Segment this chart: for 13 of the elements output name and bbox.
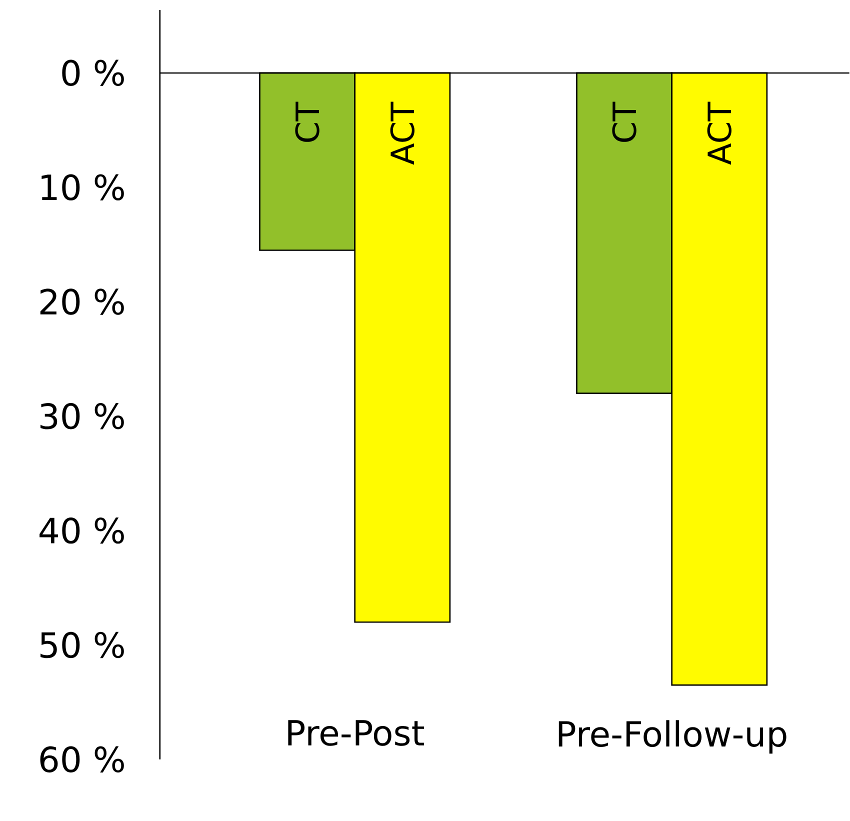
y-tick-label: 0 %: [62, 60, 124, 86]
x-tick-label: Pre-Follow-up: [558, 720, 786, 754]
y-tick-label: 30 %: [40, 402, 124, 430]
y-tick-label: 60 %: [40, 746, 124, 772]
y-tick-label: 10 %: [42, 174, 124, 200]
series-label: CT: [295, 102, 320, 142]
x-tick-label: Pre-Post: [288, 720, 424, 746]
text: CT: [612, 102, 636, 142]
series-label: ACT: [390, 102, 414, 165]
y-tick-label: 50 %: [40, 632, 124, 658]
y-tick-label: 40 %: [40, 517, 124, 544]
text: ACT: [707, 102, 732, 165]
y-tick-label: 20 %: [40, 288, 124, 315]
